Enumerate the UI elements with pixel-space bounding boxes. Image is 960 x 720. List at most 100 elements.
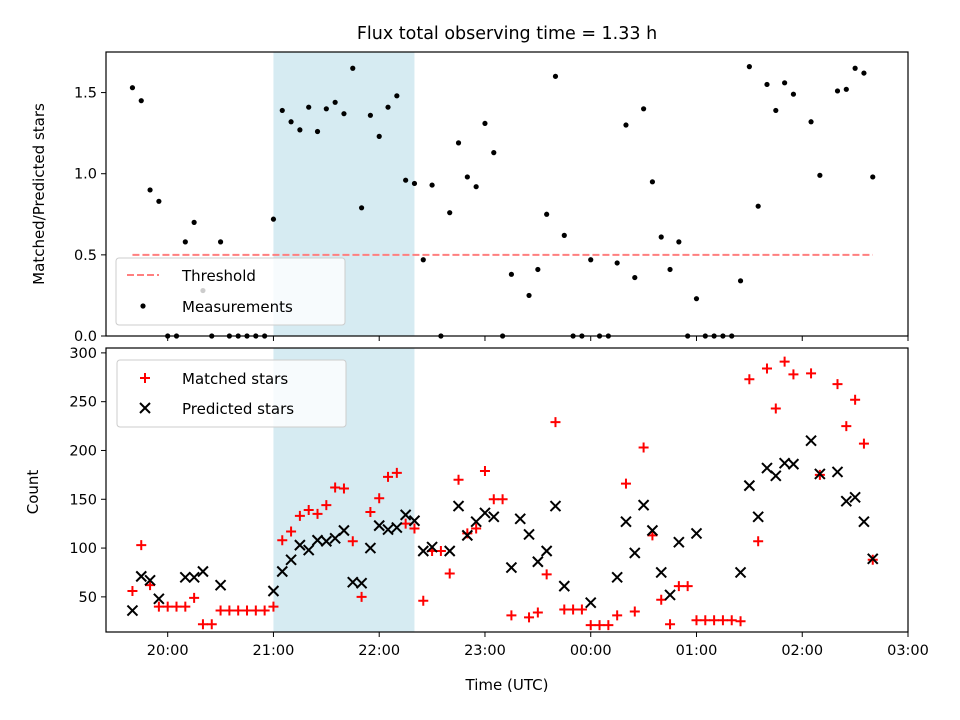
measurement-point bbox=[447, 210, 453, 216]
matched-star-point bbox=[145, 580, 156, 591]
measurement-point bbox=[508, 271, 515, 277]
matched-star-point bbox=[233, 605, 244, 616]
measurement-point bbox=[147, 187, 153, 193]
legend-matched-label: Matched stars bbox=[182, 370, 288, 388]
predicted-star-point bbox=[479, 507, 491, 519]
predicted-star-point bbox=[267, 585, 280, 597]
predicted-star-point bbox=[734, 566, 747, 579]
predicted-star-point bbox=[585, 597, 597, 609]
measurement-point bbox=[623, 122, 629, 128]
predicted-star-point bbox=[840, 495, 853, 507]
matched-star-point bbox=[647, 530, 658, 541]
predicted-star-point bbox=[452, 500, 465, 512]
predicted-star-point bbox=[523, 528, 535, 541]
predicted-star-point bbox=[294, 539, 306, 551]
predicted-star-point bbox=[382, 523, 394, 536]
legend-predicted-label: Predicted stars bbox=[182, 400, 294, 418]
predicted-star-point bbox=[417, 545, 429, 557]
matched-star-point bbox=[215, 605, 226, 616]
matched-star-point bbox=[673, 581, 684, 592]
matched-star-point bbox=[506, 610, 517, 621]
measurement-point bbox=[658, 234, 664, 240]
predicted-star-point bbox=[188, 571, 200, 584]
matched-star-point bbox=[286, 526, 297, 537]
predicted-star-point bbox=[646, 524, 659, 537]
measurement-point bbox=[191, 219, 197, 225]
measurement-point bbox=[341, 111, 347, 117]
measurement-point bbox=[843, 86, 849, 92]
predicted-star-point bbox=[743, 479, 756, 492]
matched-star-point bbox=[277, 535, 288, 546]
matched-star-point bbox=[180, 601, 191, 612]
matched-star-point bbox=[850, 394, 861, 405]
predicted-star-point bbox=[505, 561, 518, 574]
matched-star-point bbox=[682, 581, 693, 592]
matched-star-point bbox=[435, 545, 446, 556]
predicted-star-point bbox=[831, 466, 844, 478]
top-y-tick-label: 1.0 bbox=[74, 167, 97, 183]
predicted-star-point bbox=[338, 524, 350, 537]
measurement-point bbox=[852, 65, 858, 71]
matched-star-point bbox=[312, 508, 323, 519]
matched-star-point bbox=[524, 612, 535, 623]
matched-star-point bbox=[374, 493, 385, 504]
predicted-star-point bbox=[461, 529, 474, 542]
matched-star-point bbox=[665, 619, 676, 630]
matched-star-point bbox=[559, 604, 570, 615]
matched-star-point bbox=[383, 471, 394, 482]
measurement-point bbox=[773, 107, 779, 114]
matched-star-point bbox=[806, 368, 817, 379]
matched-star-point bbox=[541, 569, 552, 580]
measurement-point bbox=[464, 174, 470, 180]
measurement-point bbox=[544, 211, 550, 217]
measurement-point bbox=[676, 239, 682, 245]
predicted-star-point bbox=[805, 435, 817, 447]
predicted-star-point bbox=[144, 574, 156, 586]
measurement-point bbox=[782, 80, 788, 86]
matched-star-point bbox=[189, 592, 200, 603]
measurement-point bbox=[323, 106, 329, 112]
predicted-star-point bbox=[629, 547, 641, 559]
measurement-point bbox=[649, 179, 656, 185]
matched-star-point bbox=[153, 601, 164, 612]
matched-star-point bbox=[858, 438, 869, 449]
matched-star-point bbox=[444, 568, 455, 579]
x-axis-label: Time (UTC) bbox=[465, 676, 549, 694]
matched-star-point bbox=[303, 505, 314, 516]
matched-star-point bbox=[338, 483, 349, 494]
predicted-star-point bbox=[444, 545, 456, 557]
predicted-star-point bbox=[558, 580, 570, 592]
matched-star-point bbox=[321, 500, 332, 511]
measurement-point bbox=[737, 278, 744, 284]
matched-star-point bbox=[841, 421, 852, 432]
predicted-star-point bbox=[849, 491, 861, 504]
bottom-y-tick-label: 150 bbox=[69, 492, 97, 508]
measurement-point bbox=[217, 239, 224, 245]
predicted-star-point bbox=[214, 579, 227, 591]
matched-star-point bbox=[356, 591, 367, 602]
matched-star-point bbox=[268, 601, 279, 612]
matched-star-point bbox=[365, 506, 376, 517]
predicted-star-point bbox=[373, 519, 385, 532]
matched-star-point bbox=[242, 605, 253, 616]
matched-star-point bbox=[136, 540, 147, 551]
predicted-star-point bbox=[391, 521, 403, 534]
measurement-point bbox=[306, 104, 312, 110]
legend-predicted-swatch bbox=[139, 402, 151, 414]
predicted-star-point bbox=[514, 513, 526, 525]
matched-star-point bbox=[206, 619, 217, 630]
measurement-point bbox=[314, 128, 321, 135]
top-axes-frame bbox=[105, 51, 909, 337]
matched-star-point bbox=[224, 605, 235, 616]
predicted-star-point bbox=[814, 468, 826, 480]
measurement-point bbox=[614, 260, 620, 266]
matched-star-point bbox=[656, 594, 667, 605]
matched-star-point bbox=[629, 606, 640, 617]
matched-star-point bbox=[761, 363, 772, 374]
bottom-x-tick-label: 03:00 bbox=[887, 643, 929, 659]
predicted-star-point bbox=[399, 509, 412, 521]
matched-star-point bbox=[620, 478, 631, 489]
bottom-axes-frame bbox=[105, 347, 909, 633]
top-legend-box bbox=[115, 257, 346, 326]
